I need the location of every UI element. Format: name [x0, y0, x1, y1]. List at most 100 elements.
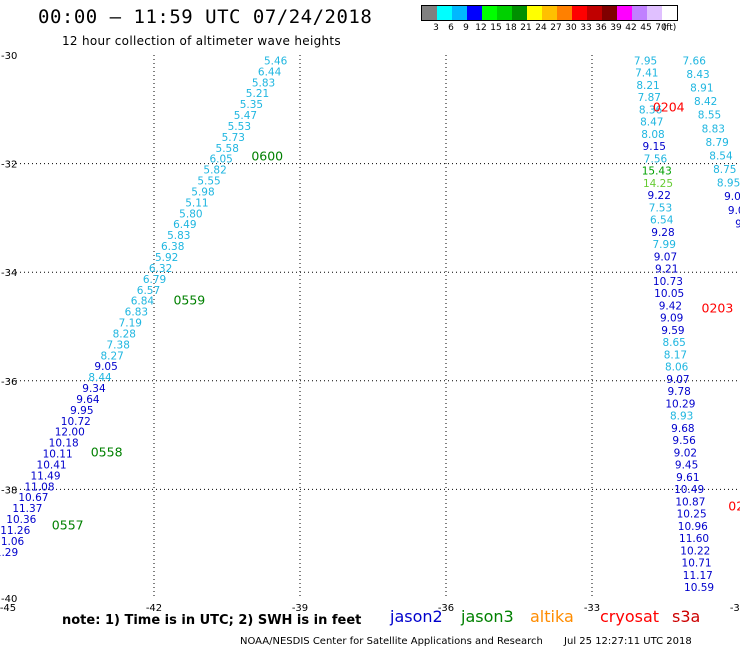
- swh-value-label: 7.87: [638, 92, 661, 104]
- legend-swatch: [602, 6, 617, 20]
- swh-value-label: 9.68: [671, 423, 694, 435]
- swh-value-label: 11.37: [12, 503, 42, 515]
- legend-swatch: [647, 6, 662, 20]
- legend-swatch: [632, 6, 647, 20]
- swh-value-label: 9.56: [672, 435, 696, 447]
- legend-swatch: [497, 6, 512, 20]
- swh-value-label: 11.49: [30, 470, 60, 482]
- legend-label: 15: [490, 23, 502, 33]
- swh-value-label: 5.58: [216, 143, 239, 155]
- swh-value-label: 9.07: [666, 374, 689, 386]
- legend-swatch: [437, 6, 452, 20]
- swh-value-label: 11.17: [683, 570, 713, 582]
- legend-swatch: [587, 6, 602, 20]
- swh-value-label: 9.59: [661, 325, 684, 337]
- satellite-legend-jason2: jason2: [390, 607, 443, 626]
- swh-value-label: 8.47: [640, 117, 663, 129]
- satellite-legend-s3a: s3a: [672, 607, 701, 626]
- swh-value-label: 5.83: [252, 77, 275, 89]
- swh-value-label: 8.08: [641, 129, 664, 141]
- footer-timestamp: Jul 25 12:27:11 UTC 2018: [564, 636, 692, 647]
- swh-value-label: 6.49: [173, 219, 196, 231]
- footer: NOAA/NESDIS Center for Satellite Applica…: [240, 636, 692, 647]
- swh-value-label: 10.59: [684, 582, 714, 594]
- satellite-legend-cryosat: cryosat: [600, 607, 660, 626]
- swh-value-label: 6.57: [137, 285, 160, 297]
- legend-swatch: [422, 6, 437, 20]
- swh-value-label: 9.28: [651, 227, 674, 239]
- x-tick-label: -30: [730, 603, 740, 614]
- swh-value-label: 5.55: [197, 176, 220, 188]
- legend-swatch: [542, 6, 557, 20]
- chart-title: 00:00 – 11:59 UTC 07/24/2018: [38, 6, 373, 28]
- legend-label: 27: [550, 23, 562, 33]
- swh-value-label: 7.53: [649, 202, 672, 214]
- swh-value-label: 8.44: [88, 372, 112, 384]
- swh-value-label: 11.60: [679, 533, 709, 545]
- legend-swatch: [512, 6, 527, 20]
- swh-value-label: 7.19: [119, 318, 142, 330]
- swh-value-label: 8.06: [665, 362, 689, 374]
- swh-value-label: 5.53: [228, 121, 251, 133]
- x-tick-label: -45: [0, 603, 16, 614]
- swh-value-label: 5.21: [246, 88, 269, 100]
- swh-value-label: 6.83: [125, 307, 148, 319]
- swh-value-label: 9.02: [674, 447, 697, 459]
- swh-value-label: 11.29: [0, 547, 18, 559]
- legend-label: 24: [535, 23, 547, 33]
- legend-label: 21: [520, 23, 532, 33]
- y-tick-label: -30: [1, 51, 17, 62]
- swh-value-label: 15.43: [642, 166, 672, 178]
- legend-label: 18: [505, 23, 517, 33]
- swh-value-label: 5.83: [167, 230, 190, 242]
- note-text: note: 1) Time is in UTC; 2) SWH is in fe…: [62, 613, 362, 628]
- swh-value-label: 7.95: [634, 55, 657, 67]
- swh-value-label: 9.15: [643, 141, 666, 153]
- swh-value-label: 6.79: [143, 274, 166, 286]
- swh-value-label: 10.73: [653, 276, 683, 288]
- x-tick-label: -33: [584, 603, 600, 614]
- swh-value-label: 10.22: [680, 545, 710, 557]
- swh-value-label: 6.38: [161, 241, 184, 253]
- swh-value-label: 9.05: [94, 361, 117, 373]
- swh-value-label: 12.00: [55, 427, 85, 439]
- satellite-legend-jason3: jason3: [461, 607, 514, 626]
- legend-label: 3: [433, 23, 439, 33]
- swh-value-label: 9.0: [724, 191, 740, 203]
- swh-value-label: 6.84: [131, 296, 155, 308]
- legend-label: 6: [448, 23, 454, 33]
- legend-swatch: [482, 6, 497, 20]
- chart-subtitle: 12 hour collection of altimeter wave hei…: [62, 34, 341, 48]
- pass-time-label: 0204: [653, 100, 685, 115]
- legend-swatch: [572, 6, 587, 20]
- swh-value-label: 7.99: [653, 239, 676, 251]
- swh-value-label: 8.95: [717, 178, 740, 190]
- swh-value-label: 5.80: [179, 208, 202, 220]
- legend-label: 39: [610, 23, 622, 33]
- y-tick-label: -32: [1, 160, 17, 171]
- swh-value-label: 10.67: [18, 492, 48, 504]
- swh-value-label: 10.87: [675, 496, 705, 508]
- pass-time-label: 02: [728, 499, 740, 514]
- legend-label: 70: [655, 23, 667, 33]
- swh-value-label: 5.35: [240, 99, 263, 111]
- swh-value-label: 8.93: [670, 411, 693, 423]
- pass-time-label: 0600: [251, 148, 283, 163]
- x-tick-label: -39: [292, 603, 308, 614]
- swh-value-label: 10.11: [43, 449, 73, 461]
- footer-credit: NOAA/NESDIS Center for Satellite Applica…: [240, 636, 543, 647]
- swh-value-label: 8.27: [100, 350, 123, 362]
- legend-swatches: [421, 5, 678, 21]
- swh-value-label: 9.09: [660, 313, 683, 325]
- swh-value-label: 9.34: [82, 383, 106, 395]
- y-tick-label: -40: [1, 594, 17, 605]
- legend-swatch: [662, 6, 677, 20]
- y-tick-label: -38: [1, 485, 17, 496]
- pass-time-label: 0559: [173, 292, 205, 307]
- swh-value-label: 6.05: [209, 154, 232, 166]
- swh-value-label: 8.42: [694, 96, 717, 108]
- swh-value-label: 8.75: [713, 164, 736, 176]
- legend-swatch: [467, 6, 482, 20]
- swh-value-label: 10.96: [678, 521, 708, 533]
